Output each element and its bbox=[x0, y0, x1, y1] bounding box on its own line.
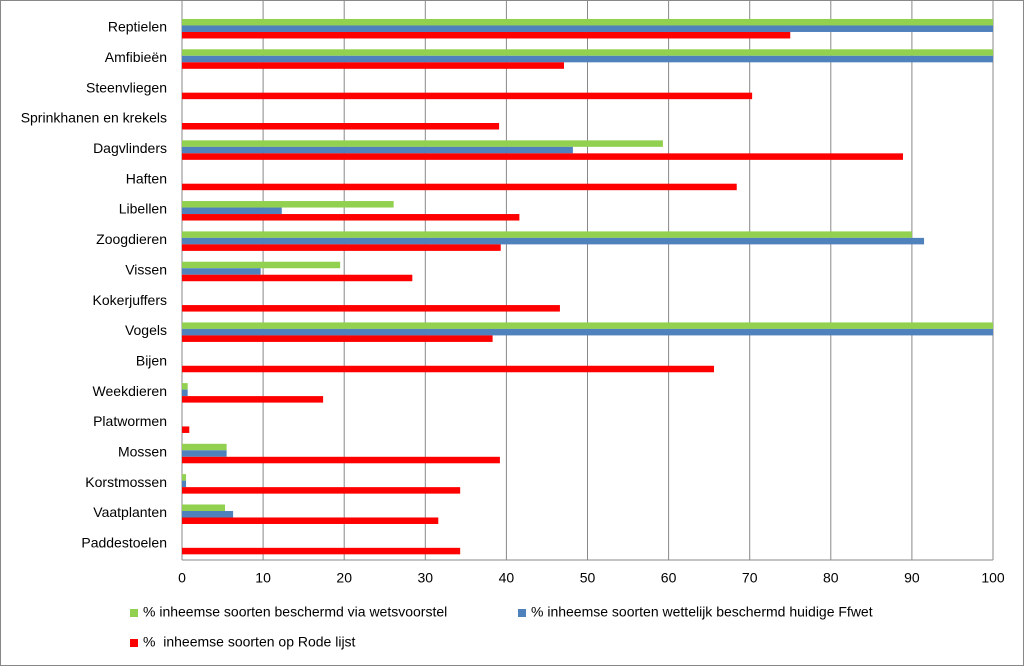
bar bbox=[182, 18, 993, 26]
y-tick-label: Zoogdieren bbox=[96, 231, 167, 247]
bar bbox=[182, 231, 912, 238]
legend-label: % inheemse soorten op Rode lijst bbox=[143, 634, 356, 650]
legend-swatch bbox=[130, 639, 138, 647]
bar bbox=[182, 123, 500, 130]
y-tick-label: Haften bbox=[126, 170, 167, 186]
bar bbox=[182, 517, 439, 524]
y-tick-label: Bijen bbox=[136, 352, 167, 368]
bar bbox=[182, 426, 190, 433]
bar bbox=[182, 153, 903, 160]
bar bbox=[182, 201, 394, 208]
y-tick-label: Mossen bbox=[118, 443, 167, 459]
bar bbox=[182, 55, 993, 63]
y-tick-label: Vissen bbox=[125, 261, 167, 277]
y-tick-label: Weekdieren bbox=[93, 383, 167, 399]
bar bbox=[182, 328, 993, 336]
bar bbox=[182, 237, 925, 245]
bar bbox=[182, 335, 493, 342]
y-tick-label: Paddestoelen bbox=[81, 535, 167, 551]
legend-swatch bbox=[130, 609, 138, 617]
bar bbox=[182, 268, 261, 275]
y-tick-label: Dagvlinders bbox=[93, 140, 167, 156]
bar bbox=[182, 456, 500, 464]
bar bbox=[182, 274, 413, 282]
x-tick-label: 40 bbox=[499, 570, 515, 586]
x-tick-label: 90 bbox=[904, 570, 920, 586]
bar bbox=[182, 487, 461, 494]
y-tick-label: Korstmossen bbox=[85, 474, 167, 490]
y-tick-label: Sprinkhanen en krekels bbox=[21, 110, 167, 126]
bar bbox=[182, 383, 188, 390]
legend-label: % inheemse soorten wettelijk beschermd h… bbox=[531, 604, 873, 620]
y-tick-label: Libellen bbox=[119, 201, 167, 217]
y-tick-label: Amfibieën bbox=[105, 49, 167, 65]
bar bbox=[182, 443, 227, 451]
x-tick-label: 80 bbox=[823, 570, 839, 586]
bar bbox=[182, 504, 225, 511]
y-tick-label: Reptielen bbox=[108, 19, 167, 35]
bar bbox=[182, 365, 715, 373]
bar bbox=[182, 183, 737, 191]
bar bbox=[182, 322, 993, 329]
y-tick-label: Platwormen bbox=[93, 413, 167, 429]
bar bbox=[182, 214, 520, 221]
x-tick-label: 30 bbox=[418, 570, 434, 586]
bar bbox=[182, 305, 560, 312]
bar bbox=[182, 547, 461, 555]
bar bbox=[182, 62, 564, 69]
bar bbox=[182, 510, 234, 518]
legend-swatch bbox=[518, 609, 526, 617]
x-tick-label: 20 bbox=[336, 570, 352, 586]
bar bbox=[182, 261, 341, 269]
bar bbox=[182, 474, 187, 481]
x-tick-label: 50 bbox=[580, 570, 596, 586]
y-tick-label: Vaatplanten bbox=[93, 504, 167, 520]
bar bbox=[182, 450, 227, 457]
bar bbox=[182, 92, 753, 100]
bar bbox=[182, 31, 791, 39]
x-tick-label: 60 bbox=[661, 570, 677, 586]
x-tick-label: 70 bbox=[742, 570, 758, 586]
legend-label: % inheemse soorten beschermd via wetsvoo… bbox=[143, 604, 447, 620]
bar bbox=[182, 49, 993, 56]
y-tick-label: Kokerjuffers bbox=[93, 292, 167, 308]
y-tick-label: Vogels bbox=[125, 322, 167, 338]
x-tick-label: 100 bbox=[981, 570, 1005, 586]
bar bbox=[182, 389, 188, 397]
bar bbox=[182, 140, 663, 147]
bar bbox=[182, 244, 501, 251]
y-tick-label: Steenvliegen bbox=[86, 79, 167, 95]
bar bbox=[182, 25, 993, 32]
x-tick-label: 10 bbox=[255, 570, 271, 586]
bar bbox=[182, 146, 573, 154]
x-tick-label: 0 bbox=[178, 570, 186, 586]
bar bbox=[182, 396, 324, 403]
bar bbox=[182, 480, 187, 488]
bar bbox=[182, 207, 282, 215]
